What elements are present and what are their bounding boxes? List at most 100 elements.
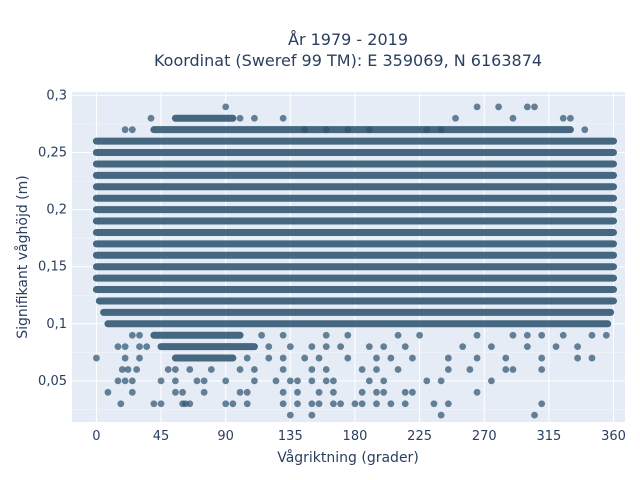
data-point	[509, 331, 517, 339]
data-point	[373, 366, 380, 373]
data-point	[133, 366, 141, 373]
data-point	[531, 411, 538, 419]
data-band	[92, 160, 618, 168]
data-point	[401, 388, 409, 396]
data-point	[315, 354, 323, 362]
data-point	[344, 354, 352, 362]
data-point	[466, 366, 474, 373]
data-point	[121, 343, 129, 351]
data-point	[186, 400, 194, 408]
data-point	[279, 388, 287, 396]
data-band	[150, 126, 574, 134]
data-point	[150, 400, 158, 408]
data-point	[538, 331, 546, 339]
data-point	[538, 366, 546, 373]
data-band	[100, 308, 615, 316]
x-tick-label: 0	[92, 429, 100, 444]
data-point	[243, 354, 251, 362]
data-point	[337, 400, 344, 408]
data-point	[121, 377, 129, 385]
data-point	[251, 114, 258, 122]
y-tick-label: 0,3	[46, 88, 67, 103]
data-band	[104, 320, 612, 328]
y-tick-label: 0,15	[38, 260, 67, 275]
data-point	[437, 377, 445, 385]
data-point	[322, 331, 330, 339]
x-tick-label: 135	[278, 429, 303, 444]
data-point	[265, 354, 273, 362]
data-band	[92, 263, 618, 271]
data-point	[136, 343, 143, 351]
data-point	[286, 411, 294, 419]
data-point	[286, 377, 294, 385]
data-point	[602, 331, 610, 339]
data-point	[581, 126, 589, 134]
data-point	[401, 343, 409, 351]
data-point	[523, 103, 531, 111]
data-point	[437, 411, 445, 419]
data-point	[373, 400, 380, 408]
data-point	[523, 331, 531, 339]
data-point	[301, 354, 309, 362]
data-band	[92, 194, 618, 202]
data-point	[552, 343, 560, 351]
data-point	[114, 377, 122, 385]
data-band	[95, 297, 618, 305]
data-point	[121, 126, 129, 134]
data-point	[172, 366, 179, 373]
data-point	[380, 388, 388, 396]
data-point	[322, 343, 330, 351]
data-point	[243, 388, 251, 396]
data-point	[344, 331, 352, 339]
data-point	[279, 331, 287, 339]
data-point	[308, 400, 316, 408]
data-point	[358, 366, 366, 373]
data-point	[136, 354, 143, 362]
data-band	[171, 354, 237, 362]
data-point	[531, 103, 538, 111]
x-tick-label: 270	[472, 429, 497, 444]
data-band	[92, 228, 618, 236]
data-point	[172, 388, 179, 396]
data-point	[322, 126, 330, 134]
x-tick-label: 360	[601, 429, 626, 444]
data-point	[128, 377, 136, 385]
data-point	[93, 354, 100, 362]
y-tick-label: 0,25	[38, 146, 67, 161]
data-point	[473, 388, 481, 396]
data-point	[258, 331, 265, 339]
data-point	[179, 388, 187, 396]
x-axis-label: Vågriktning (grader)	[277, 449, 419, 466]
data-point	[308, 411, 316, 419]
data-point	[308, 377, 316, 385]
data-point	[401, 400, 409, 408]
y-tick-label: 0,05	[38, 374, 67, 389]
x-tick-label: 315	[536, 429, 561, 444]
data-band	[157, 343, 258, 351]
data-point	[387, 400, 395, 408]
data-point	[409, 354, 416, 362]
data-band	[92, 217, 618, 225]
chart-title-line-1: År 1979 - 2019	[288, 30, 408, 49]
data-point	[308, 366, 316, 373]
data-point	[488, 343, 495, 351]
x-tick-label: 45	[153, 429, 170, 444]
data-point	[222, 400, 230, 408]
data-point	[207, 366, 215, 373]
data-point	[294, 377, 301, 385]
data-point	[423, 126, 431, 134]
data-point	[380, 343, 388, 351]
data-point	[114, 343, 122, 351]
data-point	[236, 388, 244, 396]
data-point	[104, 388, 112, 396]
data-point	[423, 377, 431, 385]
data-point	[394, 366, 402, 373]
data-point	[128, 388, 136, 396]
data-point	[279, 114, 287, 122]
data-point	[495, 103, 502, 111]
y-tick-label: 0,1	[46, 317, 67, 332]
data-point	[136, 331, 143, 339]
data-point	[251, 377, 258, 385]
data-point	[488, 377, 495, 385]
